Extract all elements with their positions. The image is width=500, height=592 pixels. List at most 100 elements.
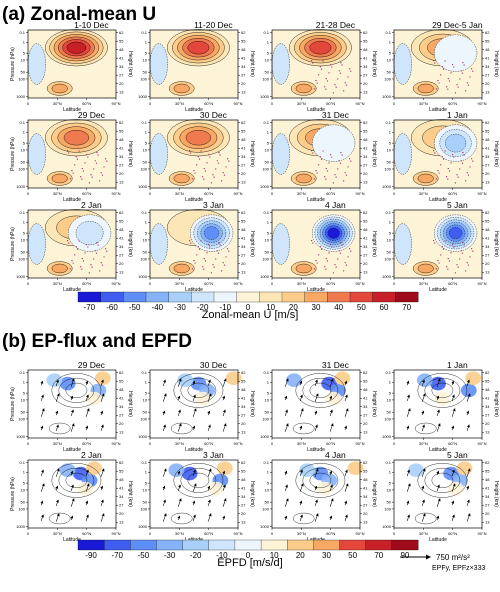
ep-flux-arrow — [299, 394, 303, 402]
y-tick-label: 1 — [23, 470, 26, 475]
reference-vector-label: 750 m²/s² — [436, 553, 470, 562]
y2-tick-label: 27 — [119, 503, 124, 508]
y-tick-label: 1000 — [382, 94, 392, 99]
y2-tick-label: 34 — [119, 494, 124, 499]
y-tick-label: 10 — [143, 487, 148, 492]
y-tick-label: 1000 — [138, 524, 148, 529]
y2-tick-label: 27 — [119, 253, 124, 258]
stipple-dot — [103, 166, 105, 168]
stipple-dot — [471, 68, 473, 70]
ep-flux-arrow — [55, 379, 59, 387]
y2-tick-label: 34 — [363, 154, 368, 159]
ep-flux-arrow — [100, 379, 104, 387]
tropo-jet-contour — [295, 263, 312, 274]
stipple-dot — [433, 60, 435, 62]
ep-flux-arrow — [40, 514, 44, 521]
stipple-dot — [67, 240, 69, 242]
stipple-dot — [326, 80, 329, 82]
y2-tick-label: 34 — [485, 494, 490, 499]
y-tick-label: 10 — [387, 57, 392, 62]
epfd-blob — [208, 481, 224, 496]
x-tick-label: 30°N — [297, 101, 306, 106]
ep-flux-arrow — [406, 425, 410, 431]
stipple-dot — [219, 154, 221, 156]
stipple-dot — [204, 260, 207, 262]
ep-flux-vectors — [406, 378, 471, 432]
y-tick-label: 1000 — [260, 434, 270, 439]
ep-flux-arrow — [406, 514, 410, 521]
ep-flux-arrow — [451, 394, 455, 402]
ep-flux-arrow — [55, 424, 59, 431]
y-tick-label: 10 — [265, 397, 270, 402]
stipple-dot — [340, 152, 342, 154]
stipple-dot — [189, 150, 191, 152]
stipple-dot — [99, 270, 101, 272]
stipple-dot — [332, 92, 334, 94]
ep-flux-arrow — [299, 408, 304, 417]
zonal-mean-u-panels: 0 30°N 60°N 90°NLatitude0.11510501001000625… — [10, 20, 499, 293]
panel-frame — [393, 29, 483, 99]
ep-flux-arrow — [421, 393, 426, 402]
ep-flux-arrow — [451, 408, 456, 417]
jet-contour — [309, 41, 332, 55]
epfd-blob — [86, 391, 102, 406]
u-contour — [51, 373, 102, 408]
stipple-dot — [469, 76, 471, 78]
y2-tick-label: 34 — [363, 244, 368, 249]
y2-tick-label: 62 — [241, 120, 246, 125]
stipple-dot — [453, 66, 455, 68]
y2-tick-label: 34 — [241, 64, 246, 69]
jet-contour — [185, 130, 211, 146]
stipple-dot — [457, 176, 459, 178]
stipple-dot — [331, 246, 333, 248]
y2-tick-label: 41 — [485, 236, 490, 241]
stipple-dot — [75, 246, 77, 248]
ep-flux-arrow — [314, 513, 319, 522]
x-tick-label: 0 — [149, 441, 152, 446]
colorbar-b-tick: -70 — [111, 551, 123, 560]
u-contour — [414, 512, 437, 525]
colorbar-a-swatch — [191, 291, 215, 303]
colorbar-a-swatch — [304, 291, 328, 303]
tropo-jet-contour — [51, 83, 68, 94]
colorbar-zonal-mean-u: -70 -60 -50 -40 -30 -20 -10 0 10 20 30 40 50 60 70 — [77, 291, 419, 312]
y2-tick-label: 48 — [363, 137, 368, 142]
y2-tick-label: 41 — [363, 56, 368, 61]
y2-axis-label: Height (km) — [249, 391, 255, 417]
y2-tick-label: 13 — [119, 270, 124, 275]
significance-stipple — [67, 150, 108, 184]
x-axis-label: Latitude — [185, 287, 203, 293]
y2-axis-label: Height (km) — [249, 141, 255, 167]
stipple-dot — [200, 150, 202, 152]
ep-flux-arrow — [436, 498, 441, 507]
stipple-dot — [446, 176, 448, 178]
y-tick-label: 5 — [389, 481, 392, 486]
stipple-dot — [97, 154, 99, 156]
ep-flux-arrow — [314, 393, 319, 402]
ep-flux-arrow — [162, 379, 166, 387]
y2-axis-label: Height (km) — [249, 51, 255, 77]
x-tick-label: 60°N — [204, 101, 213, 106]
y-tick-label: 5 — [267, 481, 270, 486]
ep-flux-arrow — [436, 395, 440, 401]
y2-tick-label: 41 — [241, 146, 246, 151]
ep-flux-arrow — [55, 468, 60, 477]
x-tick-label: 30°N — [53, 101, 62, 106]
ep-flux-arrow — [222, 378, 227, 387]
y2-tick-label: 27 — [485, 73, 490, 78]
y-tick-label: 10 — [143, 237, 148, 242]
stipple-dot — [318, 164, 320, 166]
u-contour — [58, 377, 95, 403]
y2-tick-label: 27 — [485, 503, 490, 508]
y2-axis-label: Height (km) — [127, 141, 133, 167]
u-contour — [173, 373, 224, 408]
ep-flux-arrow — [329, 515, 333, 521]
y2-tick-label: 34 — [241, 494, 246, 499]
tropical-easterly — [149, 223, 168, 265]
y2-tick-label: 41 — [241, 396, 246, 401]
y-tick-label: 1 — [145, 470, 148, 475]
ep-flux-arrow — [451, 469, 455, 477]
x-tick-label: 60°N — [326, 531, 335, 536]
